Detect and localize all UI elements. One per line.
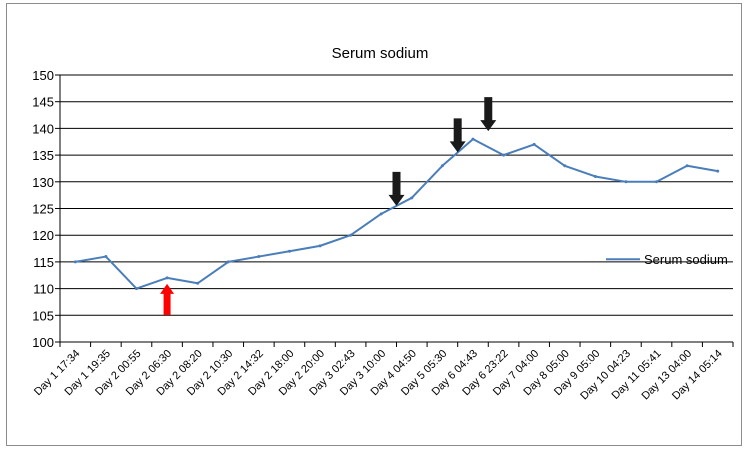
data-point <box>655 180 659 184</box>
red-up-arrow <box>160 283 175 315</box>
black-down-arrow <box>480 97 497 132</box>
y-tick-label: 120 <box>32 228 54 243</box>
data-point <box>593 174 597 178</box>
data-point <box>104 255 108 259</box>
arrow-shape <box>480 97 497 132</box>
data-point <box>563 164 567 168</box>
black-down-arrow <box>449 118 466 153</box>
data-point <box>318 244 322 248</box>
data-point <box>532 142 536 146</box>
arrow-shape <box>388 171 405 206</box>
black-down-arrow <box>388 171 405 206</box>
data-point <box>257 255 261 259</box>
data-point <box>73 260 77 264</box>
data-point <box>624 180 628 184</box>
legend: Serum sodium <box>606 252 728 267</box>
data-point <box>226 260 230 264</box>
y-tick-label: 105 <box>32 308 54 323</box>
data-point <box>502 153 506 157</box>
data-point <box>440 164 444 168</box>
axes <box>59 75 733 343</box>
y-tick-label: 140 <box>32 121 54 136</box>
data-point <box>134 287 138 291</box>
series-layer <box>73 137 720 291</box>
series-line-0 <box>75 138 718 290</box>
data-point <box>165 276 169 280</box>
arrow-shape <box>449 118 466 153</box>
y-tick-label: 100 <box>32 335 54 350</box>
data-point <box>471 137 475 141</box>
data-point <box>410 196 414 200</box>
data-point <box>685 164 689 168</box>
y-tick-label: 135 <box>32 148 54 163</box>
y-tick-label: 125 <box>32 202 54 217</box>
annotation-arrows <box>160 97 497 315</box>
y-tick-label: 110 <box>33 282 54 297</box>
legend-label: Serum sodium <box>644 252 728 267</box>
y-tick-label: 145 <box>32 95 54 110</box>
data-point <box>716 169 720 173</box>
y-tick-label: 115 <box>33 255 54 270</box>
chart-frame <box>6 3 742 446</box>
y-tick-label: 130 <box>32 175 54 190</box>
data-point <box>379 212 383 216</box>
data-point <box>196 281 200 285</box>
data-point <box>349 233 353 237</box>
grid-lines <box>60 74 733 343</box>
y-axis-ticks: 100 105 110 115 120 125 130 135 140 145 150 <box>32 68 60 350</box>
chart-title: Serum sodium <box>332 45 429 62</box>
data-point <box>287 249 291 253</box>
y-tick-label: 150 <box>32 68 54 83</box>
arrow-shape <box>160 283 175 315</box>
